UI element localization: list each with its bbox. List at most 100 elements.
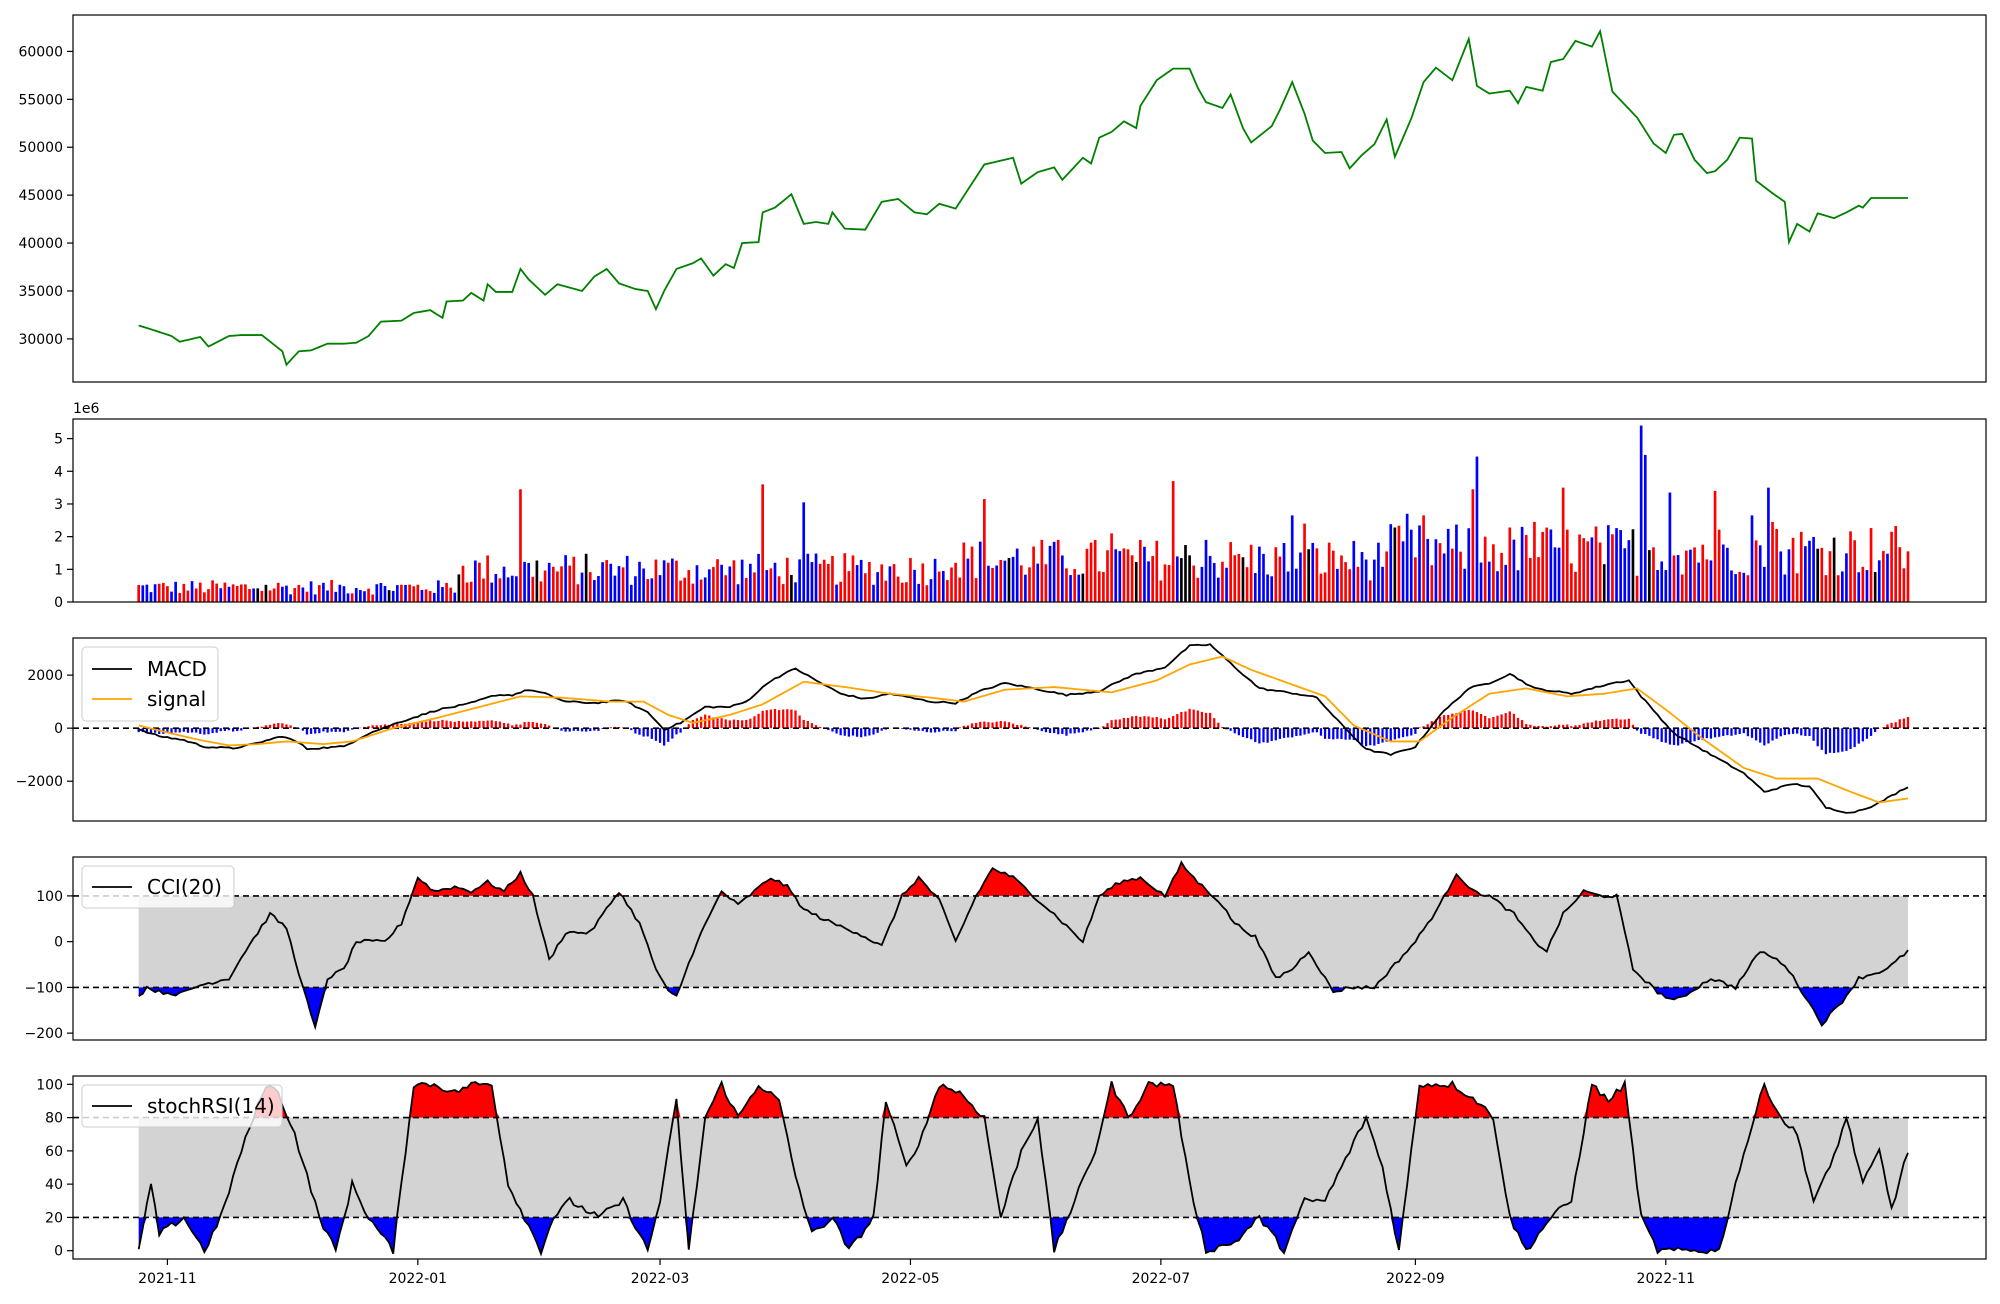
- volume-bar: [848, 571, 851, 602]
- volume-bar: [646, 579, 649, 602]
- volume-bar: [1874, 572, 1877, 602]
- volume-bar: [1681, 575, 1684, 603]
- macd-hist-bar: [848, 728, 850, 736]
- volume-bar: [470, 582, 473, 602]
- macd-hist-bar: [655, 728, 657, 741]
- macd-hist-bar: [1681, 728, 1683, 743]
- volume-bar: [1373, 560, 1376, 602]
- macd-hist-bar: [1176, 714, 1178, 728]
- macd-hist-bar: [675, 728, 677, 734]
- volume-bar: [712, 567, 715, 602]
- volume-bar: [1184, 545, 1187, 602]
- volume-bar: [544, 571, 547, 602]
- volume-bar: [1422, 515, 1425, 602]
- macd-hist-bar: [983, 722, 985, 729]
- volume-bar: [178, 593, 181, 602]
- volume-bar: [798, 559, 801, 602]
- volume-bar: [618, 566, 621, 602]
- macd-hist-bar: [486, 721, 488, 729]
- volume-bar: [942, 571, 945, 602]
- volume-bar: [326, 590, 329, 602]
- macd-hist-bar: [1812, 728, 1814, 741]
- volume-bar: [659, 575, 662, 602]
- macd-hist-bar: [1279, 728, 1281, 739]
- volume-bar: [236, 586, 239, 602]
- volume-bar: [441, 587, 444, 602]
- volume-bar: [1447, 529, 1450, 602]
- volume-bar: [499, 578, 502, 602]
- volume-bar: [240, 584, 243, 602]
- macd-hist-bar: [1324, 728, 1326, 739]
- macd-hist-bar: [753, 716, 755, 728]
- volume-bar: [733, 560, 736, 602]
- macd-hist-bar: [1065, 728, 1067, 736]
- volume-bar: [1730, 570, 1733, 602]
- macd-hist-bar: [1414, 728, 1416, 734]
- volume-bar: [474, 561, 477, 603]
- volume-bar: [954, 563, 957, 602]
- volume-bar: [1430, 565, 1433, 602]
- macd-hist-bar: [1505, 713, 1507, 728]
- macd-hist-bar: [1369, 728, 1371, 745]
- macd-hist-bar: [1730, 728, 1732, 736]
- volume-bar: [1837, 575, 1840, 602]
- volume-bar: [1188, 555, 1191, 602]
- volume-bar: [626, 556, 629, 602]
- macd-hist-bar: [1706, 728, 1708, 738]
- volume-bar: [1262, 554, 1265, 602]
- volume-bar: [872, 585, 875, 602]
- volume-bar: [1488, 562, 1491, 602]
- volume-bar: [277, 583, 280, 602]
- volume-bar: [1472, 489, 1475, 602]
- volume-bar: [359, 590, 362, 602]
- volume-bar: [831, 556, 834, 602]
- volume-bar: [515, 576, 518, 602]
- volume-bar: [987, 566, 990, 602]
- volume-bar: [1217, 578, 1220, 602]
- volume-bar: [1307, 549, 1310, 602]
- volume-bar: [1238, 554, 1241, 602]
- volume-bar: [1385, 551, 1388, 602]
- macd-hist-bar: [478, 721, 480, 728]
- volume-bar: [449, 588, 452, 602]
- volume-bar: [1562, 488, 1565, 602]
- macd-hist-bar: [1283, 728, 1285, 738]
- volume-bar: [1012, 557, 1015, 602]
- volume-bar: [856, 565, 859, 602]
- volume-bar: [1435, 539, 1438, 602]
- volume-bar: [1726, 548, 1729, 602]
- macd-hist-bar: [1168, 718, 1170, 728]
- volume-bar: [351, 593, 354, 602]
- volume-bar: [1529, 558, 1532, 602]
- volume-bar: [724, 575, 727, 602]
- volume-bar: [556, 571, 559, 602]
- volume-bar: [1525, 535, 1528, 602]
- macd-hist-bar: [745, 720, 747, 728]
- volume-bar: [1357, 567, 1360, 602]
- volume-bar: [466, 583, 469, 603]
- macd-hist-bar: [930, 728, 932, 732]
- macd-hist-bar: [1361, 728, 1363, 745]
- macd-hist-bar: [1714, 728, 1716, 737]
- macd-hist-bar: [1591, 722, 1593, 728]
- volume-bar: [195, 588, 198, 602]
- volume-bar: [154, 584, 157, 602]
- macd-hist-bar: [1763, 728, 1765, 745]
- legend-label: MACD: [147, 657, 207, 681]
- macd-hist-bar: [306, 728, 308, 734]
- volume-bar: [1779, 551, 1782, 602]
- volume-bar: [737, 584, 740, 602]
- volume-bar: [880, 564, 883, 602]
- macd-hist-bar: [881, 728, 883, 731]
- macd-hist-bar: [519, 725, 521, 729]
- volume-bar: [375, 584, 378, 602]
- volume-bar: [527, 563, 530, 602]
- macd-hist-bar: [351, 728, 353, 729]
- volume-bar: [1853, 540, 1856, 602]
- volume-bar: [1004, 561, 1007, 602]
- macd-hist-bar: [708, 716, 710, 729]
- volume-bar: [926, 585, 929, 602]
- volume-bar: [983, 499, 986, 602]
- macd-hist-bar: [679, 728, 681, 732]
- volume-bar: [1414, 557, 1417, 602]
